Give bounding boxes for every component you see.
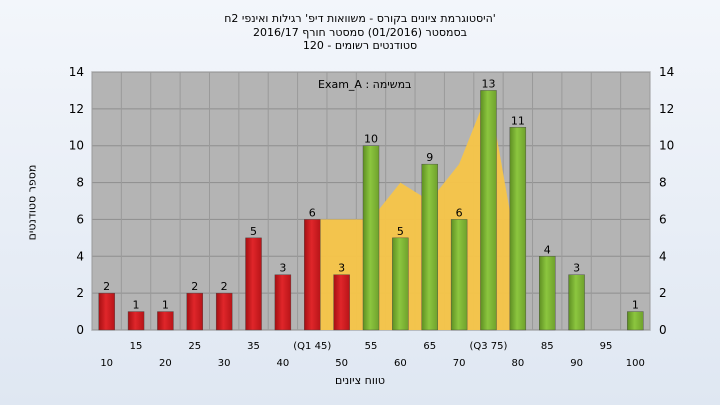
x-tick-label: 25 [188, 341, 201, 352]
data-label: 2 [191, 280, 198, 293]
chart-subtitle-semester: בסמסטר (01/2016) סמסטר חורף 2016/17 [253, 26, 467, 39]
x-tick-label: (Q1 45) [293, 341, 331, 352]
data-label: 1 [632, 299, 639, 312]
x-tick-label: 100 [626, 358, 645, 369]
bar [245, 237, 262, 331]
x-tick-label: 35 [247, 341, 260, 352]
y-tick-label-right: 14 [659, 65, 674, 79]
data-label: 2 [103, 280, 110, 293]
bar [186, 292, 203, 331]
data-label: 6 [309, 206, 316, 219]
y-tick-label-right: 0 [659, 323, 667, 337]
y-tick-label-right: 8 [659, 176, 667, 190]
x-tick-label: 10 [100, 358, 113, 369]
data-label: 1 [162, 299, 169, 312]
data-label: 4 [544, 243, 551, 256]
bar [509, 127, 527, 331]
bar [333, 274, 350, 331]
y-tick-label-left: 6 [76, 212, 84, 226]
data-label: 10 [364, 133, 378, 146]
bar [568, 274, 585, 331]
data-label: 5 [250, 225, 257, 238]
data-label: 5 [397, 225, 404, 238]
data-label: 1 [133, 299, 140, 312]
x-tick-label: 80 [511, 358, 524, 369]
x-tick-label: (Q3 75) [469, 341, 507, 352]
bar [450, 219, 468, 331]
x-tick-label: 50 [335, 358, 348, 369]
data-label: 6 [456, 206, 463, 219]
y-tick-label-right: 2 [659, 286, 667, 300]
bar [215, 292, 233, 331]
x-tick-label: 55 [365, 341, 378, 352]
data-label: 3 [338, 262, 345, 275]
y-tick-label-left: 14 [69, 65, 84, 79]
y-tick-label-left: 0 [76, 323, 84, 337]
x-axis-label: טווח ציונים [335, 374, 385, 387]
bar [421, 163, 438, 331]
chart-subtitle-students: סטודנטים רשומים - 120 [302, 39, 418, 52]
y-axis-label: מספר סטודנטים [25, 164, 39, 241]
x-tick-label: 15 [130, 341, 143, 352]
bar [127, 311, 145, 331]
y-tick-label-left: 12 [69, 102, 84, 116]
y-tick-label-right: 4 [659, 249, 667, 263]
x-tick-label: 85 [541, 341, 554, 352]
bar [304, 219, 321, 331]
data-label: 13 [481, 77, 495, 90]
bar [392, 237, 409, 331]
bar [627, 311, 644, 331]
y-tick-label-left: 10 [69, 139, 84, 153]
x-tick-label: 70 [453, 358, 466, 369]
y-tick-label-right: 10 [659, 139, 674, 153]
y-tick-label-left: 4 [76, 249, 84, 263]
x-tick-label: 65 [423, 341, 436, 352]
chart-title: 'היסטוגרמת ציונים בקורס - משוואות דיפ' ר… [224, 12, 496, 25]
y-tick-label-left: 2 [76, 286, 84, 300]
y-tick-label-right: 6 [659, 212, 667, 226]
legend-text: במשימה : Exam_A [318, 78, 412, 91]
x-tick-label: 60 [394, 358, 407, 369]
bar [274, 274, 292, 331]
x-tick-label: 95 [600, 341, 613, 352]
data-label: 11 [511, 114, 525, 127]
x-tick-label: 90 [570, 358, 583, 369]
bar [157, 311, 174, 331]
data-label: 9 [426, 151, 433, 164]
data-label: 2 [221, 280, 228, 293]
bar [362, 145, 380, 331]
bar [480, 90, 497, 331]
bar [539, 256, 556, 331]
data-label: 3 [279, 262, 286, 275]
y-tick-label-right: 12 [659, 102, 674, 116]
x-tick-label: 20 [159, 358, 172, 369]
x-tick-label: 40 [277, 358, 290, 369]
bar [98, 292, 115, 331]
data-label: 3 [573, 262, 580, 275]
y-tick-label-left: 8 [76, 176, 84, 190]
x-tick-label: 30 [218, 358, 231, 369]
